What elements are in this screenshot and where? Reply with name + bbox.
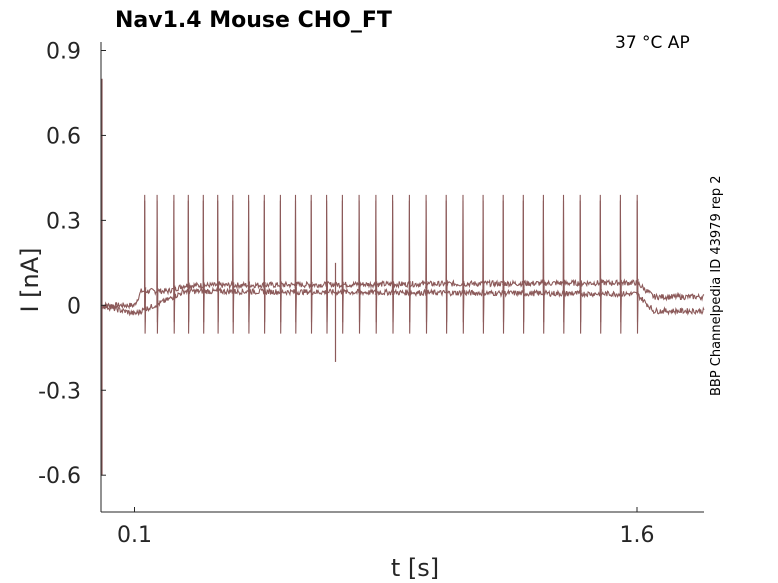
condition-annotation: 37 °C AP [615, 33, 690, 53]
side-label: BBP Channelpedia ID 43979 rep 2 [709, 175, 724, 396]
y-tick-label: -0.3 [38, 379, 81, 404]
y-tick-label: 0 [67, 294, 81, 319]
y-tick-label: 0.3 [46, 209, 81, 234]
x-tick-label: 0.1 [117, 523, 152, 548]
x-tick-label: 1.6 [620, 523, 655, 548]
x-axis-label: t [s] [391, 554, 439, 582]
x-ticks: 0.1 1.6 [117, 507, 655, 548]
y-tick-label: 0.6 [46, 124, 81, 149]
chart-title: Nav1.4 Mouse CHO_FT [115, 8, 392, 33]
current-trace-2 [100, 200, 705, 334]
y-tick-label: 0.9 [46, 39, 81, 64]
y-tick-label: -0.6 [38, 464, 81, 489]
trace-group [100, 78, 705, 476]
y-axis-label: I [nA] [16, 247, 44, 312]
current-trace-1 [100, 194, 705, 323]
y-ticks: 0.9 0.6 0.3 0 -0.3 -0.6 [38, 39, 106, 489]
